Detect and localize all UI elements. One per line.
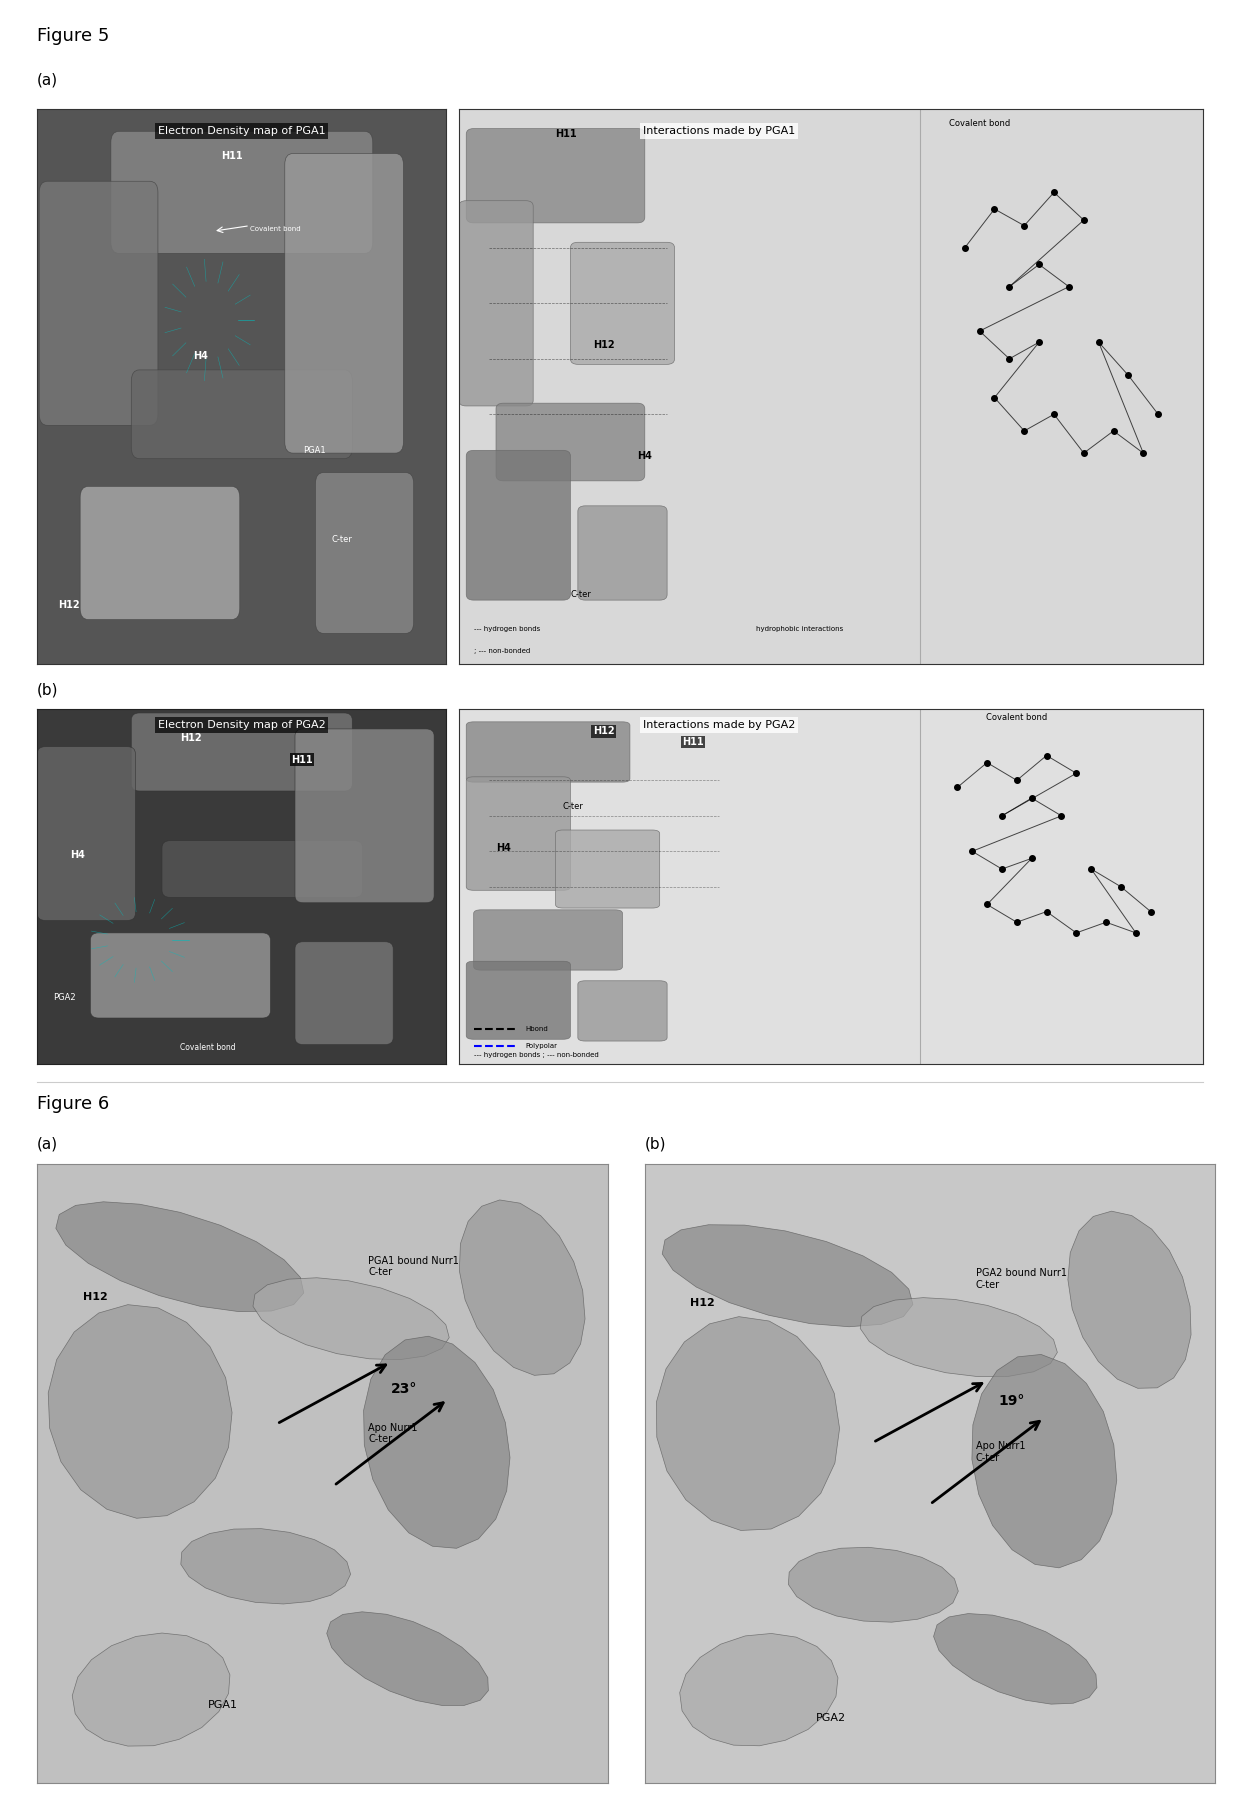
- FancyBboxPatch shape: [285, 153, 403, 453]
- Text: H12: H12: [83, 1291, 108, 1302]
- Text: Electron Density map of PGA1: Electron Density map of PGA1: [157, 126, 326, 136]
- Text: hydrophobic interactions: hydrophobic interactions: [756, 626, 843, 631]
- Text: C-ter: C-ter: [332, 535, 352, 544]
- Polygon shape: [72, 1633, 229, 1746]
- Polygon shape: [56, 1202, 304, 1311]
- FancyBboxPatch shape: [295, 729, 434, 902]
- FancyBboxPatch shape: [578, 980, 667, 1040]
- FancyBboxPatch shape: [496, 404, 645, 480]
- FancyBboxPatch shape: [466, 722, 630, 782]
- Text: ; --- non-bonded: ; --- non-bonded: [474, 648, 529, 653]
- FancyBboxPatch shape: [466, 129, 645, 224]
- Text: H12: H12: [57, 600, 79, 611]
- Text: Covalent bond: Covalent bond: [949, 118, 1011, 127]
- Text: H4: H4: [637, 451, 652, 460]
- FancyBboxPatch shape: [459, 200, 533, 406]
- Text: C-ter: C-ter: [563, 802, 584, 811]
- Text: Covalent bond: Covalent bond: [181, 1042, 236, 1051]
- Polygon shape: [972, 1355, 1117, 1568]
- Polygon shape: [326, 1612, 489, 1706]
- Text: H12: H12: [691, 1299, 715, 1308]
- Text: PGA1: PGA1: [303, 446, 326, 455]
- Polygon shape: [662, 1224, 913, 1326]
- FancyBboxPatch shape: [131, 369, 352, 458]
- Text: Figure 5: Figure 5: [37, 27, 109, 45]
- FancyBboxPatch shape: [131, 713, 352, 791]
- FancyBboxPatch shape: [578, 506, 667, 600]
- Polygon shape: [934, 1613, 1097, 1704]
- Text: Interactions made by PGA2: Interactions made by PGA2: [644, 720, 795, 729]
- FancyBboxPatch shape: [474, 910, 622, 970]
- Text: H11: H11: [682, 737, 703, 748]
- Text: H4: H4: [192, 351, 207, 360]
- FancyBboxPatch shape: [40, 182, 157, 426]
- FancyBboxPatch shape: [37, 746, 135, 920]
- Polygon shape: [253, 1277, 449, 1359]
- Polygon shape: [363, 1337, 510, 1548]
- Text: Interactions made by PGA1: Interactions made by PGA1: [644, 126, 795, 136]
- Text: PGA2: PGA2: [816, 1713, 846, 1723]
- Text: PGA1 bound Nurr1
C-ter: PGA1 bound Nurr1 C-ter: [368, 1255, 459, 1277]
- Text: H4: H4: [496, 844, 511, 853]
- Polygon shape: [1068, 1211, 1192, 1388]
- FancyBboxPatch shape: [81, 486, 239, 620]
- Text: 19°: 19°: [998, 1395, 1024, 1408]
- Text: C-ter: C-ter: [570, 591, 591, 598]
- Text: PGA1: PGA1: [208, 1701, 238, 1710]
- FancyBboxPatch shape: [295, 942, 393, 1044]
- Text: --- hydrogen bonds: --- hydrogen bonds: [474, 626, 539, 631]
- FancyBboxPatch shape: [315, 473, 414, 633]
- Text: Hbond: Hbond: [526, 1026, 548, 1031]
- Text: Apo Nurr1
C-ter: Apo Nurr1 C-ter: [368, 1422, 418, 1444]
- Text: H11: H11: [291, 755, 312, 764]
- Text: Electron Density map of PGA2: Electron Density map of PGA2: [157, 720, 326, 729]
- Polygon shape: [861, 1297, 1058, 1377]
- FancyBboxPatch shape: [162, 840, 362, 897]
- FancyBboxPatch shape: [570, 242, 675, 364]
- Text: Apo Nurr1
C-ter: Apo Nurr1 C-ter: [976, 1441, 1025, 1462]
- Text: 23°: 23°: [391, 1382, 417, 1395]
- Text: Covalent bond: Covalent bond: [250, 226, 300, 233]
- FancyBboxPatch shape: [466, 451, 570, 600]
- Text: (b): (b): [645, 1137, 666, 1151]
- FancyBboxPatch shape: [91, 933, 270, 1019]
- Polygon shape: [680, 1633, 838, 1746]
- Text: PGA2 bound Nurr1
C-ter: PGA2 bound Nurr1 C-ter: [976, 1268, 1066, 1290]
- Text: Polypolar: Polypolar: [526, 1044, 558, 1050]
- FancyBboxPatch shape: [556, 829, 660, 908]
- Text: H4: H4: [69, 851, 84, 860]
- FancyBboxPatch shape: [466, 960, 570, 1039]
- FancyBboxPatch shape: [110, 131, 373, 253]
- Text: (a): (a): [37, 73, 58, 87]
- Text: H12: H12: [593, 726, 614, 737]
- Text: (a): (a): [37, 1137, 58, 1151]
- Text: --- hydrogen bonds ; --- non-bonded: --- hydrogen bonds ; --- non-bonded: [474, 1051, 599, 1059]
- Text: H12: H12: [181, 733, 202, 744]
- Text: H12: H12: [593, 340, 614, 349]
- Text: H11: H11: [221, 151, 243, 162]
- Text: (b): (b): [37, 682, 58, 697]
- Text: PGA2: PGA2: [53, 993, 76, 1002]
- Polygon shape: [181, 1528, 351, 1604]
- Text: Covalent bond: Covalent bond: [986, 713, 1048, 722]
- Polygon shape: [789, 1548, 959, 1623]
- Polygon shape: [656, 1317, 839, 1530]
- Polygon shape: [48, 1304, 232, 1519]
- Text: Figure 6: Figure 6: [37, 1095, 109, 1113]
- Polygon shape: [459, 1201, 585, 1375]
- Text: H11: H11: [556, 129, 577, 138]
- FancyBboxPatch shape: [466, 777, 570, 889]
